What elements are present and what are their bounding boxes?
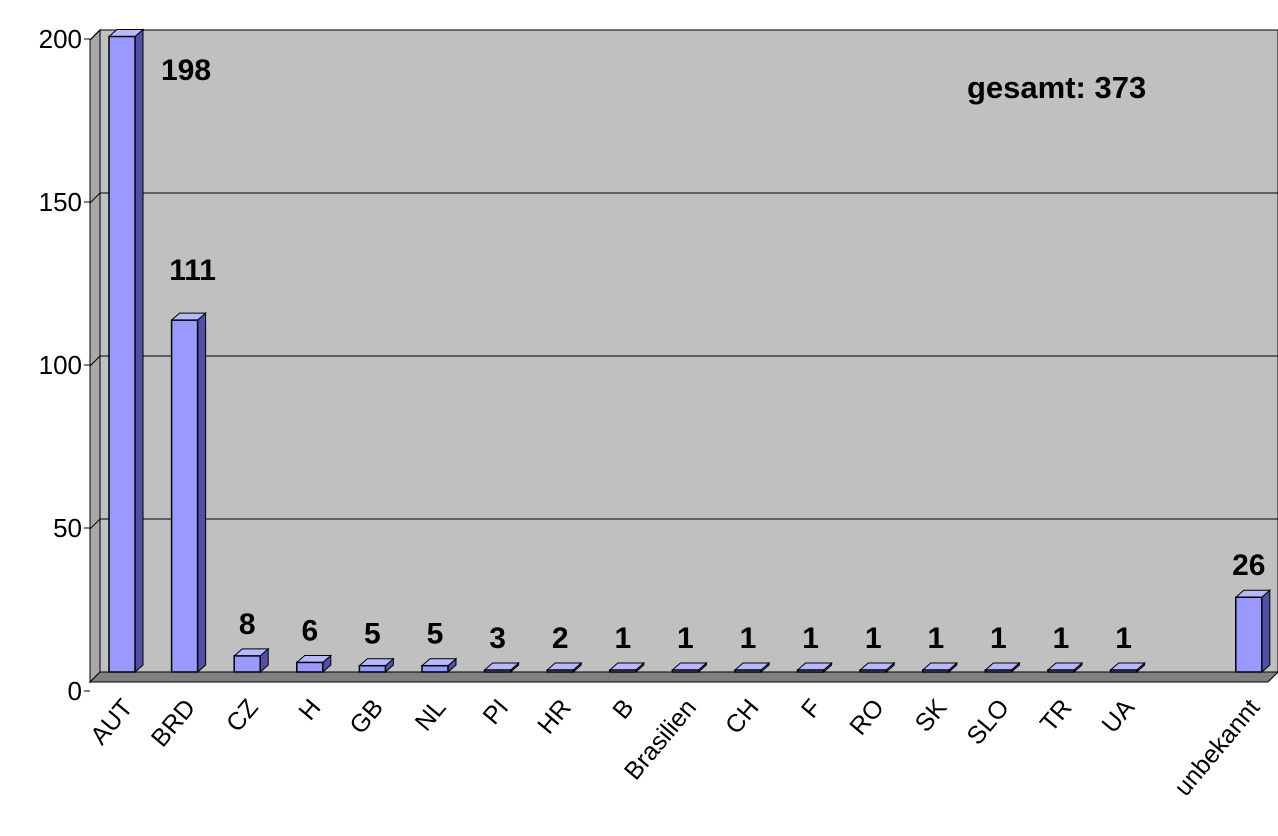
bar [671,669,700,673]
data-label: 5 [364,618,381,651]
bar [1047,669,1075,673]
data-label: 6 [301,614,318,647]
data-label: 8 [239,608,256,641]
x-tick-label: unbekannt [1169,694,1266,801]
data-label: 1 [802,622,819,655]
data-label: 198 [161,54,211,87]
floor [88,671,1278,683]
data-label: 26 [1232,549,1265,582]
bar [233,655,261,673]
data-label: 1 [1115,622,1132,655]
x-tick-label: SLO [961,694,1015,750]
data-label: 1 [677,622,694,655]
bar [984,669,1013,673]
bar [609,669,637,673]
data-label: 1 [740,622,757,655]
x-tick-label: TR [1035,694,1078,738]
bar [358,664,387,673]
x-tick-label: F [796,694,827,724]
y-tick-label: 50 [53,513,82,543]
side-wall [89,28,101,684]
data-label: 111 [169,254,216,287]
x-tick-label: NL [410,694,452,737]
x-tick-label: SK [910,694,953,738]
bar [922,669,950,673]
bar-side [197,312,207,674]
x-tick-label: CZ [221,694,264,738]
bars [107,28,1272,674]
data-label: 1 [927,622,944,655]
bar [170,319,199,673]
data-label: 1 [865,622,882,655]
data-label: 1 [614,622,631,655]
bar [734,669,762,673]
bar-side [1261,589,1271,674]
x-tick-label: PI [478,694,515,730]
bar [483,669,512,673]
bar [296,661,324,673]
x-tick-label: B [607,694,639,725]
bar [796,669,825,673]
gridline [89,29,1278,41]
bar [1235,596,1263,673]
data-label: 5 [427,618,444,651]
x-tick-label: RO [844,694,890,741]
data-label: 1 [1053,622,1070,655]
x-tick-label: CH [720,694,765,740]
total-annotation: gesamt: 373 [967,70,1146,105]
x-tick-label: BRD [146,694,201,752]
x-tick-label: H [293,694,326,726]
data-label: 1 [990,622,1007,655]
gridlines [89,29,1278,530]
bar [859,669,887,673]
y-tick-label: 100 [39,350,82,380]
gridline [89,518,1278,530]
bar-side [134,28,144,674]
bar [108,35,136,673]
bar [546,669,574,673]
y-tick-label: 200 [39,24,82,54]
gridline [89,355,1278,367]
bar [421,664,449,673]
data-label: 3 [489,622,506,655]
data-label: 2 [552,622,569,655]
x-tick-label: AUT [85,694,139,750]
x-tick-label: HR [532,694,577,740]
bar [1109,669,1138,673]
y-tick-label: 150 [39,187,82,217]
x-tick-label: UA [1096,694,1140,739]
y-tick-label: 0 [68,676,82,706]
x-tick-label: GB [344,694,389,740]
gridline [89,192,1278,204]
